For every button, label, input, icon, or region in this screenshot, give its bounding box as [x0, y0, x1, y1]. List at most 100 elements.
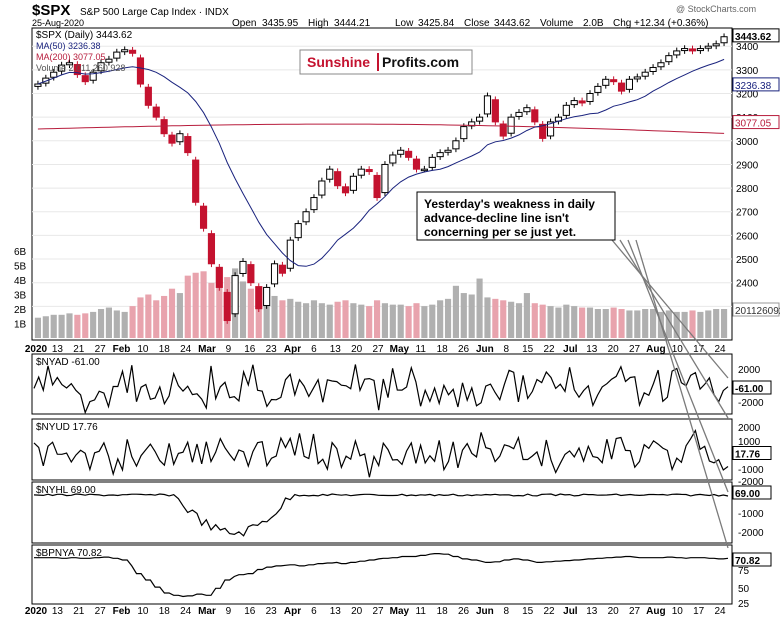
candle-body: [602, 78, 610, 86]
candle-body: [129, 49, 137, 54]
price-axis-label: 2400: [736, 279, 759, 290]
x-axis-label: 24: [180, 606, 192, 617]
candle-body: [507, 116, 515, 134]
panel-axis-label: 50: [738, 584, 750, 595]
panel-axis-label: 25: [738, 599, 750, 610]
volume-bar: [618, 309, 625, 338]
candle-body: [152, 106, 160, 118]
x-axis-label: 9: [226, 606, 232, 617]
legend-spx: $SPX (Daily) 3443.62: [36, 30, 133, 41]
volume-bar: [137, 297, 144, 338]
x-axis-label: Jul: [563, 606, 578, 617]
low-label: Low: [395, 18, 414, 29]
volume-axis-label: 2B: [14, 305, 27, 316]
volume-bar: [318, 303, 325, 338]
volume-bar: [515, 303, 523, 338]
panel-axis-label: -2000: [738, 398, 764, 409]
sunshine-profits-logo: Sunshine Profits.com: [299, 49, 473, 75]
x-axis-label: Aug: [646, 344, 665, 355]
volume-bar: [153, 300, 160, 338]
candle-body: [349, 175, 357, 191]
volume-bar: [168, 288, 176, 338]
volume-bar: [295, 301, 302, 338]
annotation-line-2: advance-decline line isn't: [424, 211, 569, 225]
volume-bar: [413, 303, 420, 338]
x-axis-label: 22: [543, 606, 555, 617]
panel-nyad: $NYAD -61.0020000-2000-61.00: [31, 353, 772, 415]
volume-bar: [539, 304, 546, 338]
candle-body: [365, 169, 373, 173]
candle-body: [444, 149, 452, 153]
x-axis-label: 24: [714, 606, 726, 617]
panel-label: $BPNYA 70.82: [36, 548, 102, 559]
candle-body: [696, 48, 704, 52]
candle-body: [97, 62, 105, 72]
candle-body: [373, 174, 381, 199]
close-value: 3443.62: [494, 18, 531, 29]
volume-bar: [381, 303, 389, 338]
candle-body: [673, 50, 681, 56]
volume-bar: [192, 272, 199, 338]
candle-body: [720, 36, 728, 44]
x-axis-label: 18: [437, 344, 449, 355]
candle-body: [89, 71, 97, 81]
candle-body: [436, 152, 444, 158]
volume-bar: [303, 303, 310, 338]
volume-bar: [334, 301, 341, 338]
volume-label: Volume: [540, 18, 574, 29]
candle-body: [546, 121, 555, 137]
volume-bar: [720, 309, 728, 338]
volume-bar: [342, 300, 349, 338]
volume-bar: [437, 300, 444, 338]
candle-body: [665, 55, 673, 63]
volume-bar: [373, 300, 381, 338]
indicator-panels: $NYAD -61.0020000-2000-61.00$NYUD 17.762…: [31, 353, 772, 610]
candle-body: [318, 180, 326, 196]
callout-line: [619, 239, 729, 419]
candle-body: [58, 64, 66, 72]
candle-body: [199, 205, 208, 229]
candle-body: [483, 95, 492, 115]
price-axis-label: 3000: [736, 137, 759, 148]
candle-body: [136, 57, 145, 85]
volume-bar: [208, 282, 215, 338]
x-axis-label: Apr: [284, 344, 301, 355]
x-axis-label: Mar: [198, 344, 216, 355]
panel-label: $NYAD -61.00: [36, 357, 100, 368]
panel-axis-label: -2000: [738, 528, 764, 539]
volume-bar: [421, 306, 428, 338]
price-last-tag-box: [732, 302, 780, 317]
volume-bar: [508, 301, 515, 338]
x-axis-label: 21: [73, 606, 85, 617]
x-axis-label: 17: [693, 344, 705, 355]
volume-bar: [492, 298, 499, 338]
volume-value: 2.0B: [583, 18, 604, 29]
candle-body: [428, 156, 436, 168]
volume-bar: [555, 307, 562, 338]
candle-body: [50, 71, 58, 78]
volume-bar: [634, 310, 641, 338]
candle-body: [412, 158, 421, 170]
x-axis-label: 22: [543, 344, 555, 355]
volume-bar: [66, 313, 73, 338]
candle-body: [231, 275, 239, 315]
x-axis-label: 21: [73, 344, 85, 355]
candle-body: [341, 186, 350, 194]
volume-bar: [602, 309, 609, 338]
x-axis-label: 8: [503, 606, 509, 617]
volume-bar: [350, 303, 357, 338]
annotation-box: [416, 191, 616, 241]
candle-body: [562, 104, 570, 116]
panel-axis-label: -1000: [738, 465, 764, 476]
price-axis-label: 2500: [736, 255, 759, 266]
panel-frame: [31, 481, 733, 544]
x-axis-label: Jun: [476, 344, 494, 355]
candle-body: [81, 75, 89, 83]
volume-bar: [571, 306, 578, 338]
volume-bar: [161, 295, 168, 338]
candle-body: [610, 79, 618, 83]
volume-bar: [287, 298, 294, 338]
candle-body: [381, 163, 389, 194]
candle-body: [499, 123, 507, 137]
